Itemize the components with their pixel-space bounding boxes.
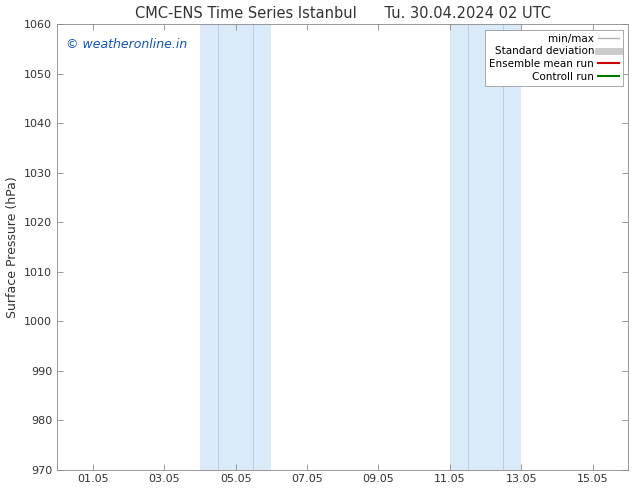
Legend: min/max, Standard deviation, Ensemble mean run, Controll run: min/max, Standard deviation, Ensemble me… [485,30,623,86]
Bar [200,24,236,469]
Bar [486,24,521,469]
Title: CMC-ENS Time Series Istanbul      Tu. 30.04.2024 02 UTC: CMC-ENS Time Series Istanbul Tu. 30.04.2… [135,5,551,21]
Y-axis label: Surface Pressure (hPa): Surface Pressure (hPa) [6,176,18,318]
Text: © weatheronline.in: © weatheronline.in [66,38,187,51]
Bar [236,24,271,469]
Bar [450,24,486,469]
